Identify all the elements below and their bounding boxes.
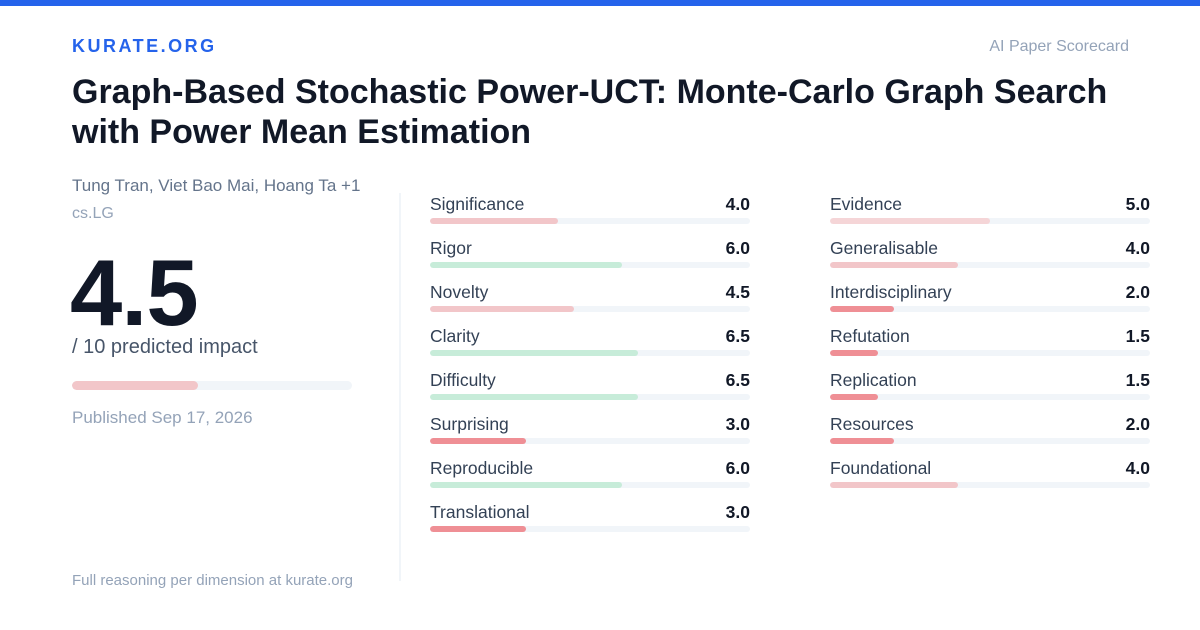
dimension-bar [430, 438, 750, 444]
dimension-label: Refutation [830, 326, 910, 346]
dimension-label: Foundational [830, 458, 932, 478]
dimension-value: 5.0 [1125, 194, 1150, 214]
dimension-bar-fill [430, 350, 638, 356]
dimension-bar-fill [830, 306, 894, 312]
dimension-bar-fill [430, 438, 526, 444]
dimension-label: Translational [430, 502, 530, 522]
dimension-row-resources: Resources 2.0 [830, 412, 1150, 456]
paper-title: Graph-Based Stochastic Power-UCT: Monte-… [72, 73, 1108, 151]
dimension-row-generalisable: Generalisable 4.0 [830, 236, 1150, 280]
dimension-label: Evidence [830, 194, 902, 214]
dimension-row-rigor: Rigor 6.0 [430, 236, 750, 280]
dimension-label: Interdisciplinary [830, 282, 952, 302]
dimension-bar [430, 394, 750, 400]
top-accent-bar [0, 0, 1200, 6]
dimension-bar-fill [430, 526, 526, 532]
score-caption: / 10 predicted impact [72, 336, 258, 358]
dimension-bar [430, 482, 750, 488]
dimension-bar-fill [430, 394, 638, 400]
dimension-row-refutation: Refutation 1.5 [830, 324, 1150, 368]
paper-authors: Tung Tran, Viet Bao Mai, Hoang Ta +1 [72, 176, 361, 195]
dimension-bar [430, 218, 750, 224]
overall-score-bar [72, 381, 352, 390]
dimension-row-replication: Replication 1.5 [830, 368, 1150, 412]
dimension-bar [830, 306, 1150, 312]
dimension-bar-fill [430, 218, 558, 224]
dimension-row-foundational: Foundational 4.0 [830, 456, 1150, 500]
dimension-list-right: Evidence 5.0 Generalisable 4.0 Interdiscipli… [830, 192, 1150, 500]
dimension-row-novelty: Novelty 4.5 [430, 280, 750, 324]
dimension-bar-fill [830, 394, 878, 400]
footer-note: Full reasoning per dimension at kurate.o… [72, 572, 353, 589]
dimension-bar [830, 482, 1150, 488]
dimension-bar-fill [430, 262, 622, 268]
dimension-value: 1.5 [1125, 370, 1150, 390]
dimension-bar-fill [830, 350, 878, 356]
dimension-bar [830, 438, 1150, 444]
overall-score-bar-fill [72, 381, 198, 390]
dimension-label: Generalisable [830, 238, 938, 258]
dimension-value: 4.0 [1125, 238, 1150, 258]
dimension-value: 6.0 [725, 458, 750, 478]
dimension-value: 4.0 [1125, 458, 1150, 478]
dimension-bar [830, 218, 1150, 224]
overall-score: 4.5 [70, 240, 199, 345]
dimension-value: 1.5 [1125, 326, 1150, 346]
published-date: Published Sep 17, 2026 [72, 408, 253, 427]
dimension-label: Rigor [430, 238, 472, 258]
dimension-bar [830, 262, 1150, 268]
dimension-row-significance: Significance 4.0 [430, 192, 750, 236]
dimension-value: 6.5 [725, 370, 750, 390]
dimension-label: Novelty [430, 282, 489, 302]
dimension-value: 2.0 [1125, 414, 1150, 434]
dimension-bar-fill [430, 482, 622, 488]
dimension-value: 4.5 [725, 282, 750, 302]
dimension-bar-fill [830, 262, 958, 268]
dimension-value: 4.0 [725, 194, 750, 214]
dimension-label: Difficulty [430, 370, 496, 390]
dimension-row-difficulty: Difficulty 6.5 [430, 368, 750, 412]
dimension-row-clarity: Clarity 6.5 [430, 324, 750, 368]
dimension-label: Reproducible [430, 458, 534, 478]
dimension-bar [430, 306, 750, 312]
dimension-bar [430, 262, 750, 268]
dimension-row-reproducible: Reproducible 6.0 [430, 456, 750, 500]
dimension-value: 6.5 [725, 326, 750, 346]
paper-category: cs.LG [72, 205, 114, 222]
dimension-bar [430, 350, 750, 356]
dimension-bar-fill [830, 438, 894, 444]
dimension-label: Replication [830, 370, 917, 390]
dimension-row-evidence: Evidence 5.0 [830, 192, 1150, 236]
dimension-bar-fill [430, 306, 574, 312]
dimension-bar [830, 350, 1150, 356]
dimension-value: 2.0 [1125, 282, 1150, 302]
dimension-bar-fill [830, 218, 990, 224]
dimension-row-interdisciplinary: Interdisciplinary 2.0 [830, 280, 1150, 324]
dimension-bar [430, 526, 750, 532]
column-divider [399, 193, 401, 581]
page-tagline: AI Paper Scorecard [989, 38, 1129, 55]
dimension-label: Surprising [430, 414, 509, 434]
dimension-row-translational: Translational 3.0 [430, 500, 750, 544]
dimension-label: Significance [430, 194, 525, 214]
dimension-label: Clarity [430, 326, 480, 346]
dimension-row-surprising: Surprising 3.0 [430, 412, 750, 456]
dimension-list-left: Significance 4.0 Rigor 6.0 Novelty 4.5 Clarity… [430, 192, 750, 544]
dimension-value: 3.0 [725, 502, 750, 522]
dimension-bar [830, 394, 1150, 400]
dimension-label: Resources [830, 414, 914, 434]
dimension-value: 3.0 [725, 414, 750, 434]
dimension-bar-fill [830, 482, 958, 488]
brand-logo[interactable]: KURATE.ORG [72, 36, 217, 56]
dimension-value: 6.0 [725, 238, 750, 258]
